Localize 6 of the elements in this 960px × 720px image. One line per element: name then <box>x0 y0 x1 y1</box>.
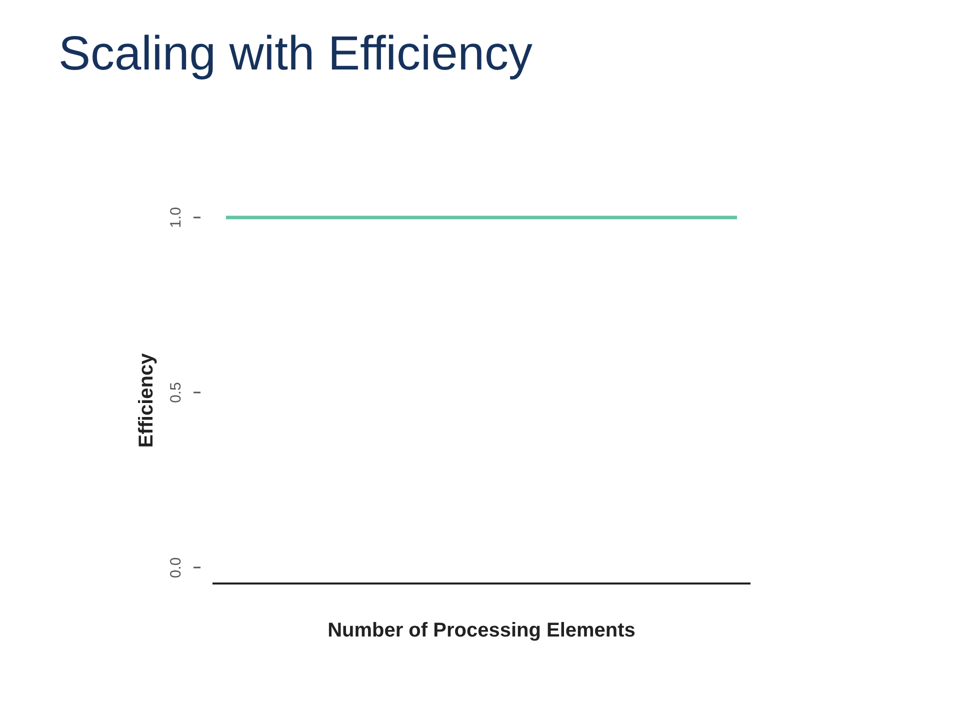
y-tick-label: 0.0 <box>168 557 184 578</box>
chart-title: Scaling with Efficiency <box>58 28 532 80</box>
y-axis-title: Efficiency <box>136 352 158 448</box>
y-tick-label: 1.0 <box>168 207 184 228</box>
y-tick-label: 0.5 <box>168 382 184 404</box>
x-axis-title: Number of Processing Elements <box>328 620 636 642</box>
